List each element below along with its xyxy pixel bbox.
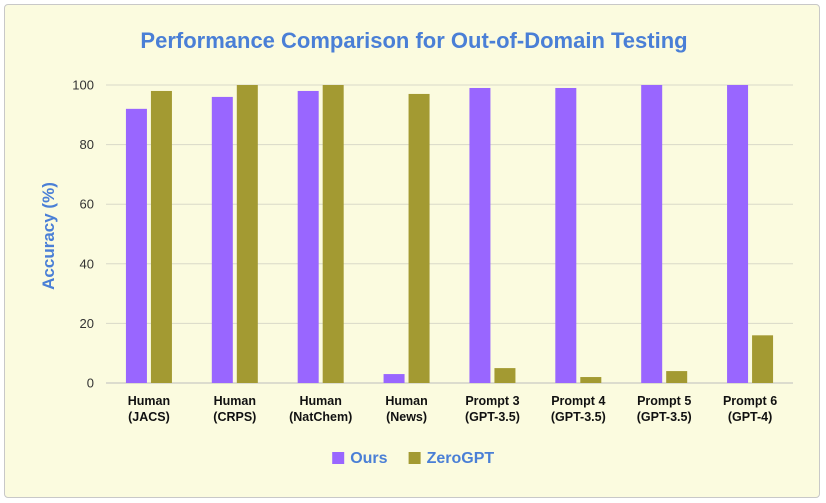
x-category-label-line: Human xyxy=(300,394,342,408)
y-tick-label: 60 xyxy=(80,197,94,212)
x-category-label-line: (GPT-4) xyxy=(728,410,772,424)
bar-ours xyxy=(297,90,319,384)
x-category-label-line: Human xyxy=(385,394,427,408)
x-category-label: Prompt 5 (GPT-3.5) xyxy=(637,394,692,424)
bar-ours xyxy=(555,87,577,383)
bar-ours xyxy=(727,85,749,383)
legend-swatch xyxy=(408,452,421,464)
legend-label: ZeroGPT xyxy=(427,450,495,467)
x-category-label-line: Prompt 5 xyxy=(637,394,691,408)
x-category-label: Prompt 3 (GPT-3.5) xyxy=(465,394,520,424)
chart-title: Performance Comparison for Out-of-Domain… xyxy=(140,28,687,53)
bars-layer xyxy=(125,85,774,384)
x-category-label-line: (GPT-3.5) xyxy=(551,410,606,424)
x-category-label-line: Prompt 6 xyxy=(723,394,777,408)
x-category-label: Human (JACS) xyxy=(128,394,170,424)
bar-zerogpt xyxy=(150,90,172,384)
x-category-label: Human (News) xyxy=(385,394,427,424)
bar-zerogpt xyxy=(408,93,430,383)
bar-zerogpt xyxy=(666,371,688,383)
bar-ours xyxy=(641,85,663,383)
x-category-label: Human (NatChem) xyxy=(289,394,352,424)
y-tick-label: 0 xyxy=(87,376,94,391)
bar-ours xyxy=(383,374,405,383)
x-category-label-line: Human xyxy=(214,394,256,408)
x-category-label: Prompt 6 (GPT-4) xyxy=(723,394,777,424)
bar-zerogpt xyxy=(752,335,774,383)
bar-ours xyxy=(211,96,233,384)
bar-zerogpt xyxy=(494,368,516,383)
y-tick-label: 40 xyxy=(80,256,94,271)
y-tick-label: 100 xyxy=(72,78,94,93)
bar-zerogpt xyxy=(322,85,344,383)
x-category-label-line: (GPT-3.5) xyxy=(637,410,692,424)
legend: Ours ZeroGPT xyxy=(332,450,494,467)
x-category-label: Prompt 4 (GPT-3.5) xyxy=(551,394,606,424)
x-category-label-line: Human xyxy=(128,394,170,408)
x-category-label-line: (JACS) xyxy=(128,410,170,424)
legend-label: Ours xyxy=(350,450,387,467)
x-category-label-line: Prompt 3 xyxy=(465,394,519,408)
y-tick-label: 80 xyxy=(80,137,94,152)
x-category-label-line: (News) xyxy=(386,410,427,424)
x-category-label-line: (NatChem) xyxy=(289,410,352,424)
y-axis-label: Accuracy (%) xyxy=(39,182,58,290)
x-category-label-line: (CRPS) xyxy=(213,410,256,424)
grid-layer: 0 20 40 60 80 100 xyxy=(72,78,793,391)
bar-ours xyxy=(469,87,491,383)
bar-zerogpt xyxy=(580,377,602,383)
bar-ours xyxy=(125,108,147,383)
x-category-label-line: (GPT-3.5) xyxy=(465,410,520,424)
bar-zerogpt xyxy=(236,85,258,383)
y-tick-label: 20 xyxy=(80,316,94,331)
x-category-labels: Human (JACS)Human (CRPS)Human (NatChem)Huma… xyxy=(128,394,777,424)
legend-swatch xyxy=(332,452,345,464)
x-category-label-line: Prompt 4 xyxy=(551,394,605,408)
x-category-label: Human (CRPS) xyxy=(213,394,256,424)
